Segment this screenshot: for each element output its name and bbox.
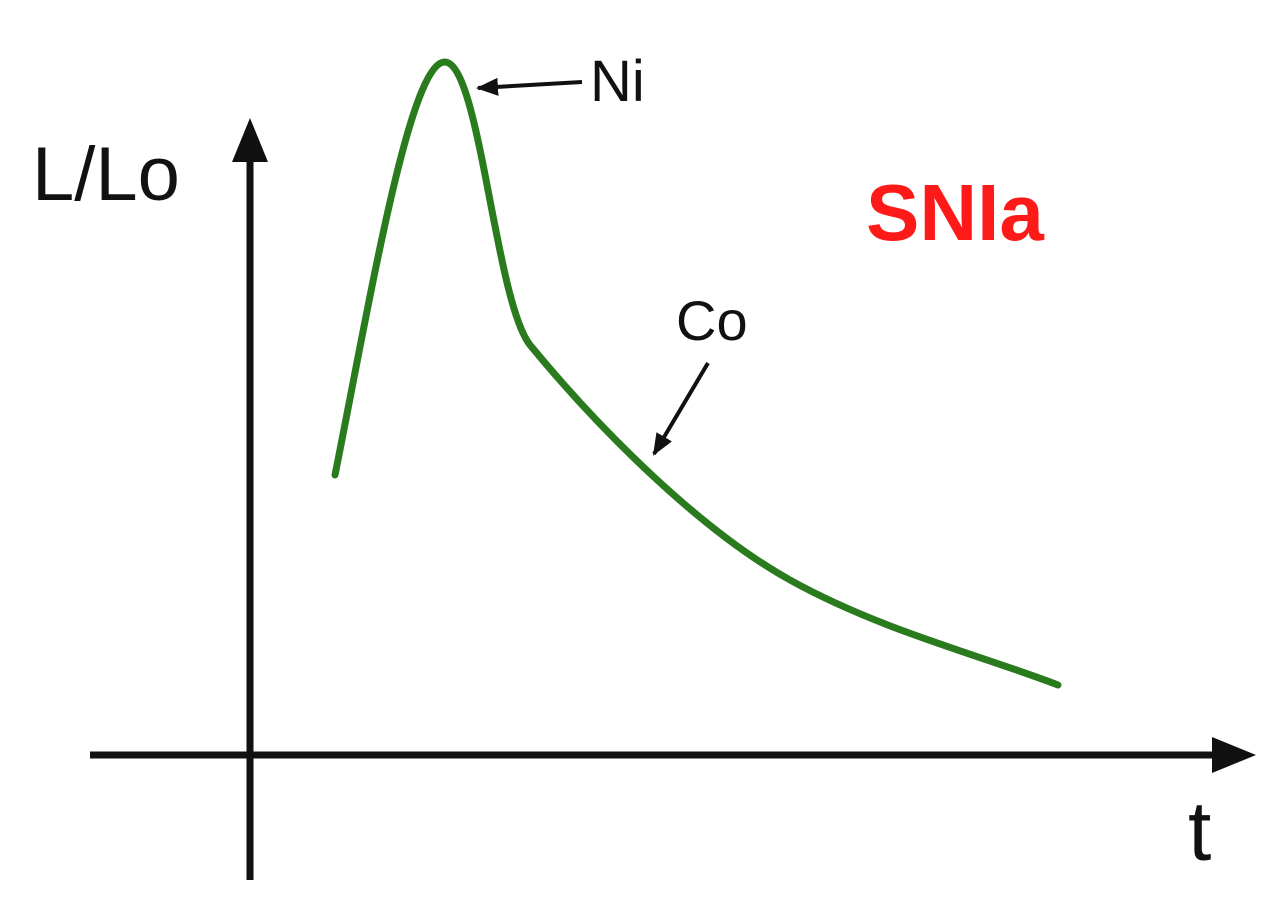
- co-label: Co: [676, 289, 748, 352]
- y-axis-label: L/Lo: [32, 132, 180, 217]
- title: SNIa: [866, 168, 1044, 257]
- ni-label: Ni: [590, 49, 645, 114]
- co-arrow: [652, 361, 710, 456]
- y-axis-arrow: [232, 118, 268, 162]
- ni-arrow: [476, 77, 583, 96]
- x-axis-arrow: [1212, 737, 1256, 773]
- light-curve: [331, 58, 1062, 689]
- x-axis-label: t: [1188, 784, 1211, 878]
